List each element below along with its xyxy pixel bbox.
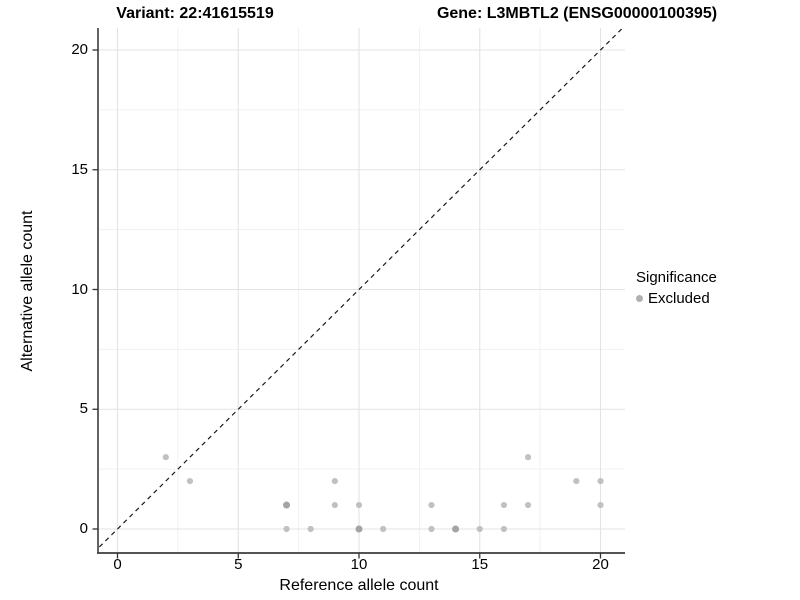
legend: Significance Excluded [636, 268, 717, 308]
x-tick-label: 0 [113, 556, 122, 573]
data-point [355, 525, 363, 533]
data-point [331, 478, 338, 485]
legend-title: Significance [636, 269, 717, 286]
legend-item-label: Excluded [648, 290, 710, 307]
data-point [524, 501, 532, 509]
y-tick-label: 20 [71, 41, 88, 58]
data-point [380, 525, 387, 533]
data-point [500, 525, 507, 533]
data-point [573, 478, 580, 485]
legend-item-excluded: Excluded [636, 289, 717, 308]
data-point [162, 454, 169, 461]
x-tick-label: 10 [350, 556, 368, 573]
data-point [307, 525, 314, 533]
data-point [500, 501, 507, 509]
data-point [597, 478, 604, 485]
gene-title: Gene: L3MBTL2 (ENSG00000100395) [436, 5, 718, 22]
excluded-point-swatch [636, 295, 643, 302]
y-tick-label: 10 [71, 280, 88, 298]
x-tick-label: 5 [234, 556, 243, 573]
x-tick-label: 20 [592, 556, 609, 573]
x-axis-title: Reference allele count [279, 577, 439, 594]
data-point [524, 454, 532, 461]
data-point [428, 501, 435, 509]
data-point [597, 501, 604, 509]
y-tick-label: 15 [71, 160, 88, 178]
data-point [331, 501, 338, 509]
x-tick-label: 15 [471, 556, 489, 573]
data-point [283, 525, 290, 533]
data-point [452, 525, 460, 533]
data-point [186, 478, 194, 485]
variant-title: Variant: 22:41615519 [116, 5, 274, 22]
y-tick-label: 5 [79, 400, 88, 418]
data-point [476, 525, 483, 533]
data-point [355, 501, 363, 509]
data-point [428, 525, 435, 533]
y-tick-label: 0 [79, 520, 88, 537]
data-point [283, 501, 291, 509]
identity-line [98, 28, 624, 550]
